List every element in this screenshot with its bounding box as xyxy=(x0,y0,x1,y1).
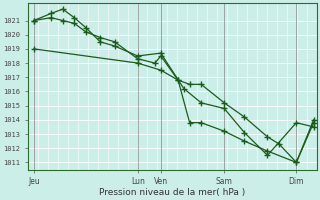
X-axis label: Pression niveau de la mer( hPa ): Pression niveau de la mer( hPa ) xyxy=(99,188,245,197)
